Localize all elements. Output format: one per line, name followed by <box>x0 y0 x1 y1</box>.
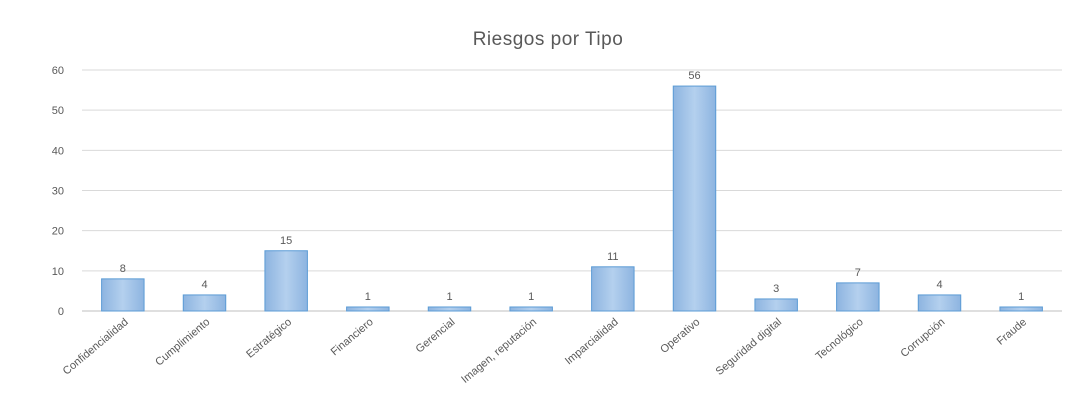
bar <box>917 294 962 312</box>
data-label: 3 <box>773 283 779 295</box>
bars <box>101 85 1043 312</box>
bar <box>836 282 880 312</box>
x-tick-label: Fraude <box>995 316 1029 348</box>
gridlines <box>82 69 1062 312</box>
data-label: 1 <box>365 291 371 303</box>
data-label: 4 <box>201 279 207 291</box>
x-tick-label: Cumplimiento <box>153 316 212 368</box>
data-label: 1 <box>528 291 534 303</box>
bar <box>346 306 390 312</box>
y-tick-label: 30 <box>52 186 64 198</box>
x-tick-label: Confidencialidad <box>61 316 131 377</box>
x-axis-ticks: Confidencialidad Cumplimiento Estratégico F… <box>61 316 1029 386</box>
bar <box>264 250 308 312</box>
chart-title: Riesgos por Tipo <box>473 29 624 50</box>
data-label: 1 <box>1018 291 1024 303</box>
x-tick-label: Imparcialidad <box>563 316 621 367</box>
bar <box>754 298 798 312</box>
y-tick-label: 50 <box>52 105 64 117</box>
y-tick-label: 10 <box>52 266 64 278</box>
x-tick-label: Financiero <box>329 316 376 358</box>
x-tick-label: Corrupción <box>898 316 947 360</box>
bar <box>591 266 635 312</box>
bar <box>182 294 227 312</box>
data-label: 7 <box>855 267 861 279</box>
bar <box>999 306 1043 312</box>
y-tick-label: 40 <box>52 145 64 157</box>
x-tick-label: Tecnológico <box>814 316 866 363</box>
bar <box>427 306 472 312</box>
bar <box>672 85 717 312</box>
x-tick-label: Gerencial <box>414 316 458 355</box>
data-label: 1 <box>446 291 452 303</box>
data-label: 15 <box>280 235 292 247</box>
data-label: 11 <box>607 251 618 263</box>
data-label: 4 <box>936 279 942 291</box>
x-tick-label: Seguridad digital <box>714 316 784 378</box>
x-tick-label: Estratégico <box>244 316 294 361</box>
data-label: 8 <box>120 263 126 275</box>
x-tick-label: Operativo <box>658 316 702 356</box>
y-axis-ticks: 0 10 20 30 40 50 60 <box>52 65 64 318</box>
y-tick-label: 20 <box>52 226 64 238</box>
bar <box>101 278 145 312</box>
bar <box>509 306 553 312</box>
x-tick-label: Imagen, reputación <box>459 316 539 386</box>
data-label: 56 <box>688 70 700 82</box>
y-tick-label: 60 <box>52 65 64 77</box>
y-tick-label: 0 <box>58 306 64 318</box>
